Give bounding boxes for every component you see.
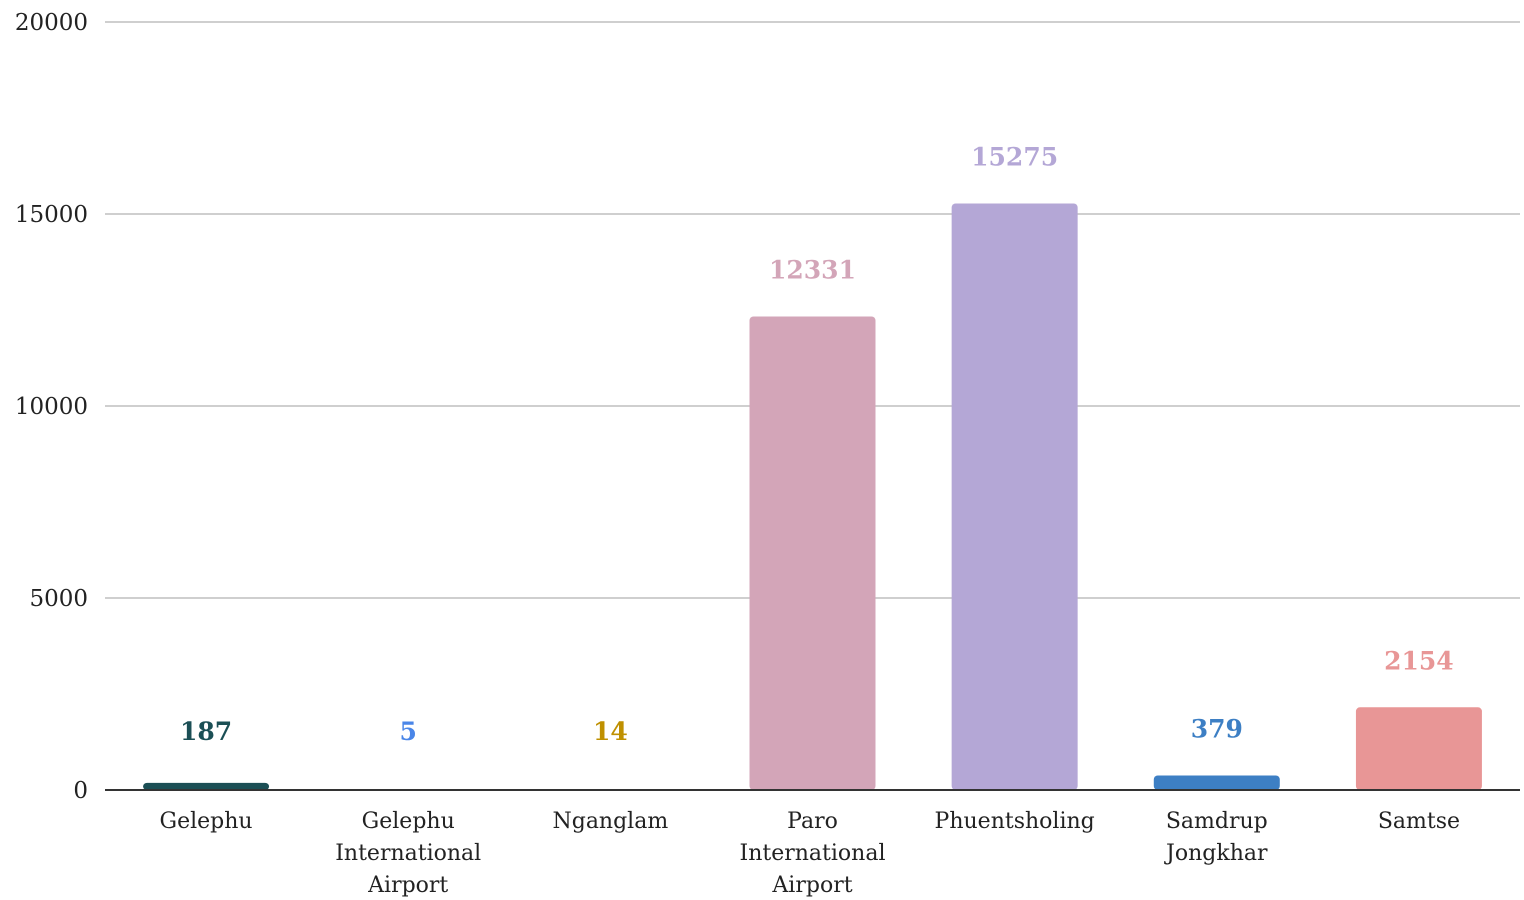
x-tick-label: Paro International Airport bbox=[740, 809, 886, 898]
bar bbox=[1153, 775, 1280, 790]
y-tick-label: 0 bbox=[73, 778, 88, 804]
data-labels: 187 5 14 12331 15275 379 2154 bbox=[180, 142, 1454, 746]
data-label: 2154 bbox=[1384, 646, 1454, 675]
x-tick-label: Samdrup Jongkhar bbox=[1164, 809, 1268, 866]
data-label: 379 bbox=[1191, 714, 1243, 743]
y-tick-label: 20000 bbox=[15, 10, 88, 36]
x-axis-category-labels: Gelephu Gelephu International Airport Ngangl… bbox=[160, 809, 1460, 898]
x-tick-label: Gelephu International Airport bbox=[335, 809, 481, 898]
bar bbox=[749, 316, 876, 790]
bars bbox=[143, 203, 1482, 790]
x-tick-label: Phuentsholing bbox=[935, 809, 1095, 834]
data-label: 15275 bbox=[971, 142, 1058, 171]
data-label: 14 bbox=[593, 717, 628, 746]
data-label: 5 bbox=[400, 717, 417, 746]
bar bbox=[1355, 707, 1482, 790]
bar bbox=[951, 203, 1078, 790]
y-tick-label: 5000 bbox=[29, 586, 88, 612]
data-label: 12331 bbox=[769, 255, 856, 284]
y-axis-tick-labels: 0 5000 10000 15000 20000 bbox=[15, 10, 88, 804]
x-tick-label: Gelephu bbox=[160, 809, 253, 834]
y-tick-label: 15000 bbox=[15, 202, 88, 228]
y-tick-label: 10000 bbox=[15, 394, 88, 420]
data-label: 187 bbox=[180, 717, 232, 746]
x-tick-label: Samtse bbox=[1378, 809, 1460, 834]
x-tick-label: Nganglam bbox=[552, 809, 668, 834]
bar bbox=[143, 782, 270, 790]
